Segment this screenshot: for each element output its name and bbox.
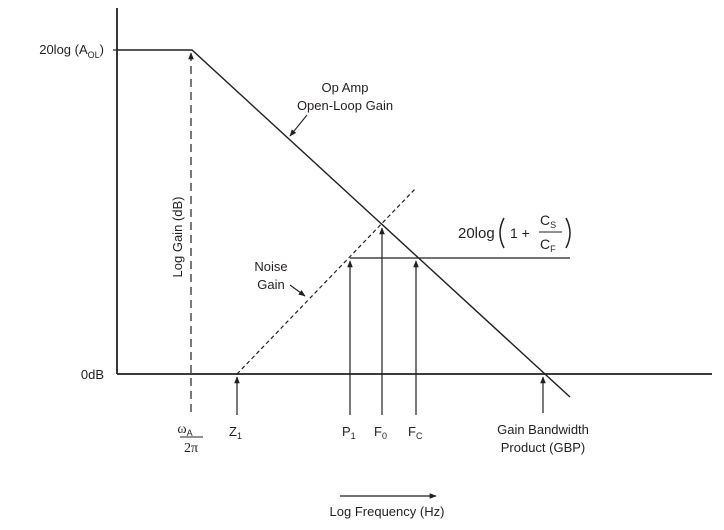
plateau-formula: 20log 1 + CS CF bbox=[458, 212, 571, 254]
y-axis-title: Log Gain (dB) bbox=[170, 197, 185, 278]
f0-label: F0 bbox=[374, 424, 387, 441]
x-axis-title: Log Frequency (Hz) bbox=[330, 504, 445, 519]
noise-gain-label-line2: Gain bbox=[257, 277, 284, 292]
omega-a-numerator: ωA bbox=[177, 422, 192, 438]
formula-right-paren bbox=[565, 217, 571, 249]
formula-denominator: CF bbox=[540, 236, 556, 254]
p1-label: P1 bbox=[342, 424, 356, 441]
open-loop-gain-label-line1: Op Amp bbox=[322, 80, 369, 95]
open-loop-gain-pointer bbox=[289, 114, 308, 137]
noise-gain-pointer bbox=[289, 284, 306, 297]
z1-label: Z1 bbox=[229, 424, 242, 441]
y-level-zero-label: 0dB bbox=[81, 367, 104, 382]
omega-a-label: ωA 2π bbox=[177, 422, 203, 456]
formula-left-paren bbox=[499, 217, 505, 249]
omega-a-denominator: 2π bbox=[184, 441, 198, 456]
formula-one-plus: 1 + bbox=[510, 225, 530, 241]
open-loop-gain-curve bbox=[117, 49, 571, 398]
open-loop-gain-label-line2: Open-Loop Gain bbox=[297, 98, 393, 113]
y-level-high-label: 20log (AOL) bbox=[39, 42, 104, 60]
noise-gain-slope bbox=[236, 187, 417, 375]
formula-numerator: CS bbox=[540, 212, 556, 230]
noise-gain-label-line1: Noise bbox=[254, 259, 287, 274]
gbp-label-line1: Gain Bandwidth bbox=[497, 422, 589, 437]
formula-prefix: 20log bbox=[458, 225, 495, 242]
fc-label: FC bbox=[408, 424, 423, 441]
gbp-label-line2: Product (GBP) bbox=[501, 440, 586, 455]
